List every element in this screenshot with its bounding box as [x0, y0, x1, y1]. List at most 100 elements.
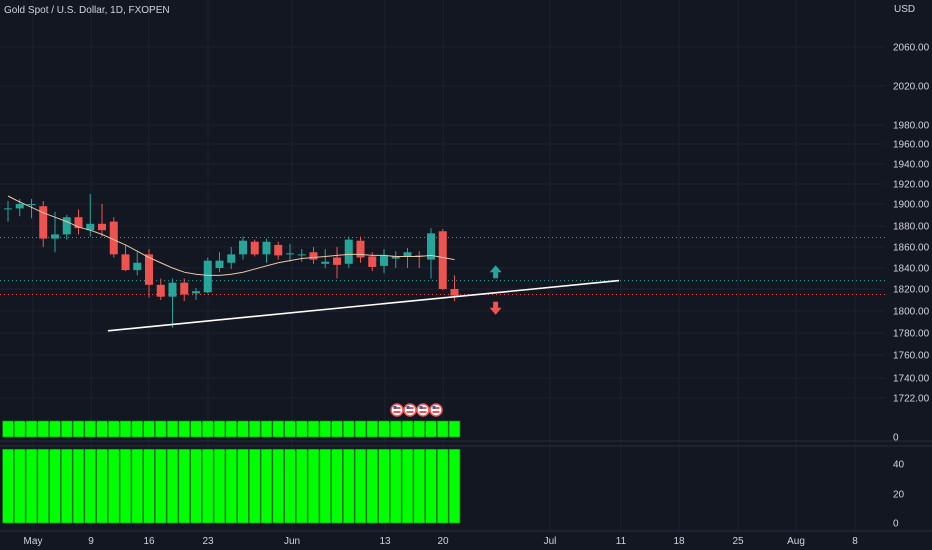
- volume-bar: [190, 420, 202, 438]
- arrows[interactable]: [489, 265, 502, 315]
- candle: [356, 236, 365, 263]
- candle: [427, 228, 435, 279]
- candle-body: [286, 253, 294, 255]
- candle-body: [86, 223, 95, 231]
- volume-bar: [366, 420, 378, 438]
- volume-bar: [49, 420, 61, 438]
- event-flag-icon[interactable]: [403, 403, 417, 417]
- volume-bar: [108, 448, 120, 524]
- volume-bar: [96, 448, 108, 524]
- candle-body: [309, 252, 318, 260]
- volume-bar: [119, 420, 132, 438]
- event-flag-icon[interactable]: [416, 403, 430, 417]
- candle-body: [344, 239, 353, 264]
- price-tick-label: 1900.00: [893, 200, 930, 211]
- candle: [380, 249, 388, 274]
- candle-body: [133, 262, 142, 271]
- chart-title: Gold Spot / U.S. Dollar, 1D, FXOPEN: [4, 5, 170, 16]
- candle-body: [121, 254, 130, 271]
- volume-bar: [72, 448, 85, 524]
- volume-bar: [413, 420, 425, 438]
- volume-bar: [296, 420, 308, 438]
- price-tick-label: 1960.00: [893, 140, 930, 151]
- candle: [239, 236, 247, 260]
- volume-bar: [366, 448, 378, 524]
- event-flag-icon[interactable]: [429, 403, 443, 417]
- candle: [344, 236, 353, 268]
- trendline[interactable]: [107, 279, 620, 332]
- currency-label: USD: [894, 4, 915, 15]
- candle: [133, 252, 142, 276]
- candle-body: [203, 260, 212, 293]
- volume-bar: [143, 420, 155, 438]
- volume-bar: [343, 420, 355, 438]
- candle-body: [227, 254, 236, 263]
- price-tick-label: 1940.00: [893, 160, 930, 171]
- volume-bar: [319, 448, 331, 524]
- volume-bar: [213, 420, 226, 438]
- volume-bar: [131, 420, 143, 438]
- candle-body: [168, 282, 177, 297]
- price-tick-label: 1820.00: [893, 285, 930, 296]
- volume-bar: [390, 448, 402, 524]
- moving-average-line: [7, 195, 455, 276]
- price-tick-label: 1800.00: [893, 307, 930, 318]
- candle-body: [4, 208, 12, 210]
- candle-body: [27, 204, 36, 205]
- time-tick-label: 18: [673, 536, 685, 547]
- candle-body: [192, 291, 200, 294]
- volume-bar: [178, 420, 190, 438]
- candle: [403, 248, 412, 268]
- price-tick-label: 1760.00: [893, 351, 930, 362]
- volume-bar: [307, 420, 320, 438]
- volume-bar: [84, 448, 96, 524]
- volume-bar: [14, 420, 26, 438]
- candle: [250, 239, 259, 257]
- price-tick-label: 1840.00: [893, 264, 930, 275]
- time-tick-label: 20: [437, 536, 449, 547]
- event-flag-icon[interactable]: [390, 403, 404, 417]
- volume-bar: [260, 420, 273, 438]
- volume-bar: [331, 420, 343, 438]
- time-tick-label: Jun: [284, 536, 300, 547]
- volume-bar: [49, 448, 61, 524]
- candle-body: [109, 221, 118, 255]
- volume-bar: [343, 448, 355, 524]
- volume-bar: [25, 448, 38, 524]
- candle-body: [239, 240, 247, 255]
- candle: [286, 243, 294, 262]
- volume-bar: [272, 420, 284, 438]
- candle-body: [391, 256, 400, 259]
- price-axis[interactable]: 2060.00 2020.00 1980.00 1960.00 1940.00 1920.…: [893, 43, 930, 530]
- time-tick-label: Jul: [544, 536, 557, 547]
- candle-body: [356, 240, 365, 258]
- volume-bar: [202, 448, 214, 524]
- volume-bar: [131, 448, 143, 524]
- candle: [168, 278, 177, 328]
- arrow-up-icon[interactable]: [489, 265, 502, 279]
- candle: [156, 278, 165, 300]
- volume-bar: [437, 420, 449, 438]
- pane-tick-label: 20: [893, 490, 905, 501]
- candle: [321, 249, 330, 268]
- candle-body: [156, 284, 165, 297]
- candle: [333, 247, 341, 279]
- volume-bar: [202, 420, 214, 438]
- volume-bar: [37, 420, 49, 438]
- candle: [62, 215, 71, 240]
- volume-bar: [249, 420, 261, 438]
- time-tick-label: 9: [88, 536, 94, 547]
- candle: [274, 241, 283, 260]
- volume-bar: [2, 420, 14, 438]
- arrow-down-icon[interactable]: [489, 301, 502, 315]
- volume-bar: [14, 448, 26, 524]
- candle: [4, 201, 12, 222]
- candle-body: [297, 254, 306, 256]
- volume-bar: [96, 420, 108, 438]
- pane-tick-label: 0: [893, 433, 899, 444]
- volume-bar: [190, 448, 202, 524]
- time-axis[interactable]: May 9 16 23 Jun 13 20 Jul 11 18 25 Aug 8: [24, 536, 859, 547]
- events[interactable]: [390, 403, 443, 417]
- price-tick-label: 1980.00: [893, 121, 930, 132]
